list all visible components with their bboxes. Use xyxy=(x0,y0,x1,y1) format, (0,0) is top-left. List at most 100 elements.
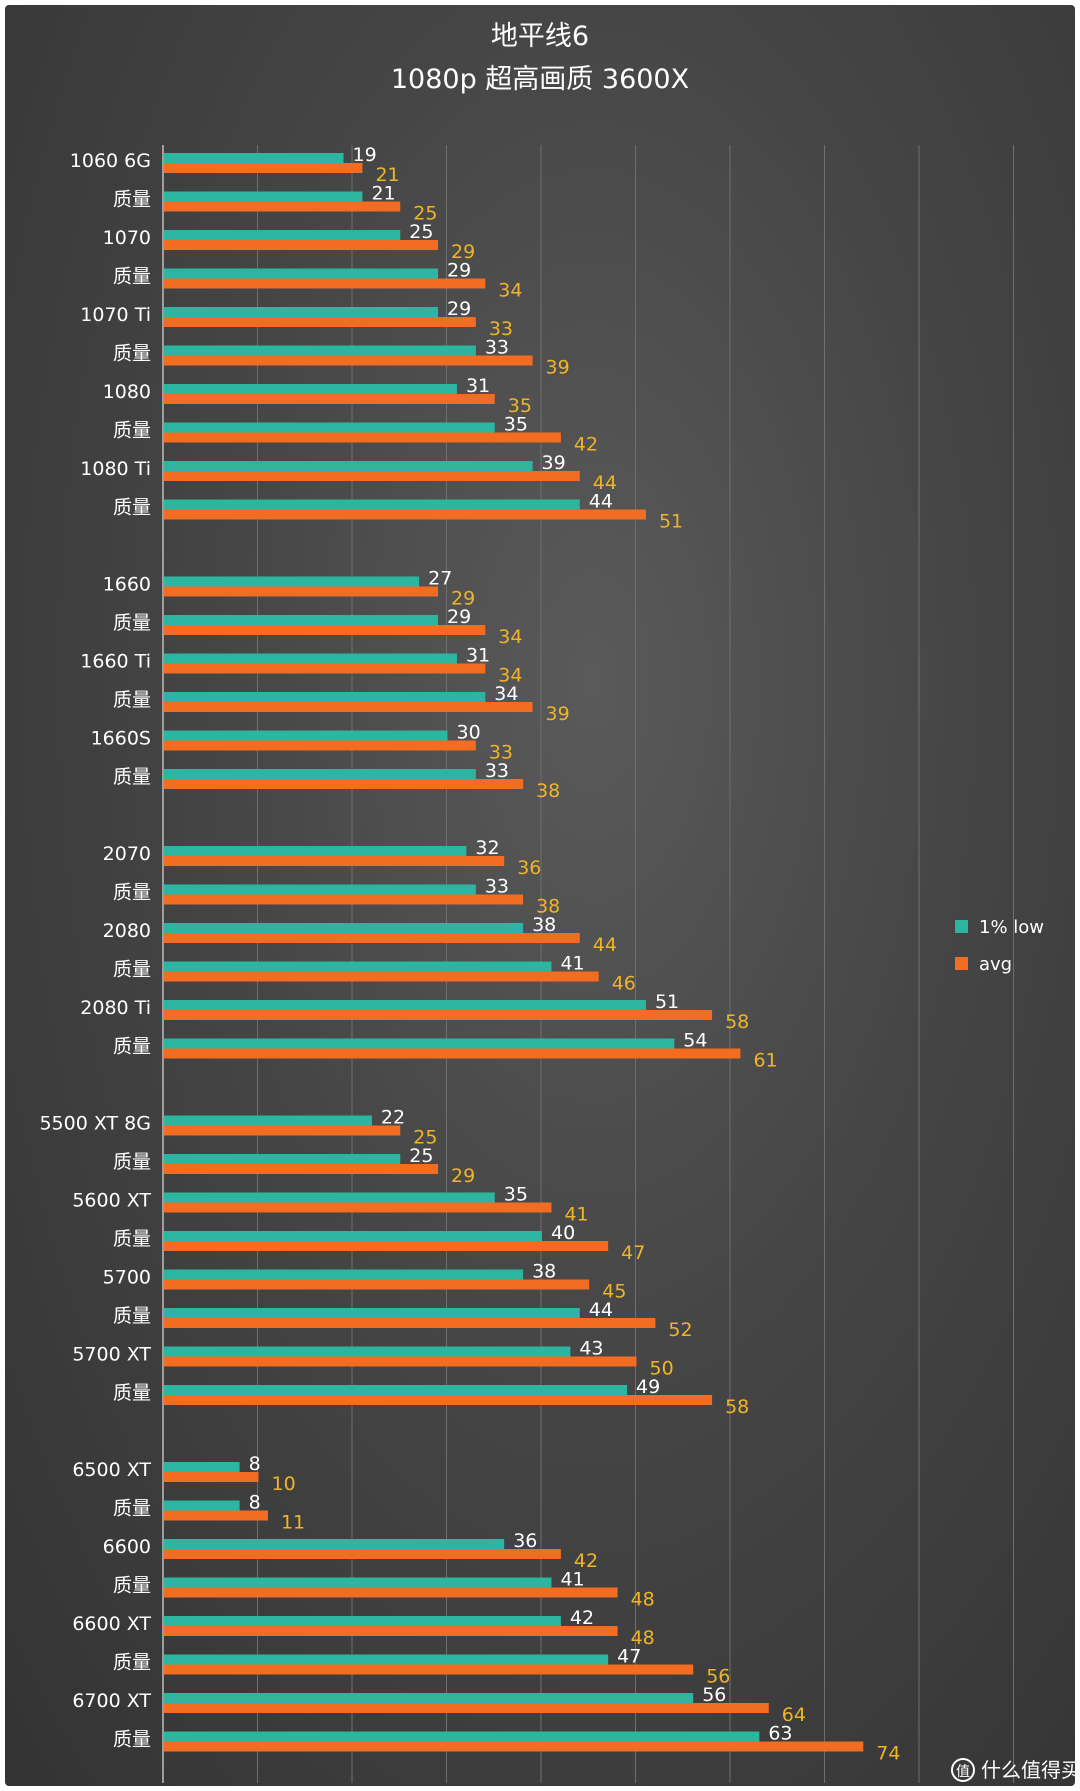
data-label-1pct-low: 19 xyxy=(353,144,377,166)
bar-1pct-low xyxy=(164,1462,240,1472)
bar-avg xyxy=(164,894,524,905)
category-label: 质量 xyxy=(113,1305,151,1327)
data-label-1pct-low: 38 xyxy=(532,914,556,936)
bar-avg xyxy=(164,278,486,289)
bar-avg xyxy=(164,779,524,789)
data-label-avg: 45 xyxy=(602,1281,626,1303)
category-label: 质量 xyxy=(113,1575,151,1597)
data-label-1pct-low: 51 xyxy=(655,991,679,1013)
data-label-avg: 38 xyxy=(536,780,560,802)
legend: 1% low avg xyxy=(955,917,1044,975)
bar-1pct-low xyxy=(164,1500,240,1511)
bar-avg xyxy=(164,1510,268,1521)
data-label-avg: 29 xyxy=(451,241,475,263)
bar-1pct-low xyxy=(164,961,552,972)
bar-avg xyxy=(164,971,599,982)
bar-1pct-low xyxy=(164,1577,552,1588)
legend-label-1pct-low: 1% low xyxy=(979,917,1044,938)
bar-avg xyxy=(164,1048,741,1059)
data-label-1pct-low: 41 xyxy=(560,953,584,975)
bar-1pct-low xyxy=(164,653,457,664)
category-label: 6700 XT xyxy=(72,1690,151,1712)
watermark-logo-glyph: 值 xyxy=(956,1764,970,1780)
bar-avg xyxy=(164,1318,656,1328)
data-label-1pct-low: 25 xyxy=(409,1145,433,1167)
data-label-1pct-low: 38 xyxy=(532,1261,556,1283)
data-label-1pct-low: 43 xyxy=(579,1338,603,1360)
category-label: 1660S xyxy=(91,728,151,750)
category-label: 质量 xyxy=(113,1498,151,1520)
data-label-avg: 50 xyxy=(650,1358,674,1380)
category-label: 5500 XT 8G xyxy=(39,1113,151,1135)
data-label-avg: 25 xyxy=(413,1127,437,1149)
category-label: 1660 Ti xyxy=(80,651,151,673)
bar-avg xyxy=(164,201,401,212)
bar-1pct-low xyxy=(164,422,495,433)
category-label: 5600 XT xyxy=(72,1190,151,1212)
category-label: 6500 XT xyxy=(72,1459,151,1481)
bar-1pct-low xyxy=(164,1731,760,1742)
data-label-avg: 36 xyxy=(517,857,541,879)
watermark: 值 什么值得买 xyxy=(951,1758,1075,1782)
data-label-avg: 38 xyxy=(536,896,560,918)
bar-avg xyxy=(164,163,363,173)
legend-swatch-avg xyxy=(955,957,968,970)
bar-1pct-low xyxy=(164,153,344,163)
data-label-1pct-low: 33 xyxy=(485,337,509,359)
bar-1pct-low xyxy=(164,1654,609,1665)
bar-avg xyxy=(164,509,646,520)
gridlines xyxy=(162,145,1014,1783)
data-label-avg: 74 xyxy=(876,1743,900,1765)
bar-1pct-low xyxy=(164,499,580,510)
data-label-avg: 52 xyxy=(668,1319,692,1341)
bar-avg xyxy=(164,933,580,943)
bar-avg xyxy=(164,702,533,712)
data-label-avg: 48 xyxy=(631,1627,655,1649)
data-label-1pct-low: 29 xyxy=(447,298,471,320)
bar-1pct-low xyxy=(164,461,533,471)
data-label-avg: 44 xyxy=(593,934,617,956)
bar-1pct-low xyxy=(164,692,486,702)
category-label: 质量 xyxy=(113,266,151,288)
bar-1pct-low xyxy=(164,730,448,741)
chart-subtitle: 1080p 超高画质 3600X xyxy=(391,64,689,95)
data-label-avg: 56 xyxy=(706,1666,730,1688)
bar-1pct-low xyxy=(164,769,476,779)
bar-1pct-low xyxy=(164,1346,571,1357)
bar-1pct-low xyxy=(164,1269,524,1280)
category-label: 质量 xyxy=(113,189,151,211)
watermark-text: 什么值得买 xyxy=(981,1758,1075,1782)
data-label-avg: 39 xyxy=(546,357,570,379)
data-label-avg: 58 xyxy=(725,1011,749,1033)
bar-avg xyxy=(164,1626,618,1636)
data-label-1pct-low: 31 xyxy=(466,375,490,397)
data-label-avg: 25 xyxy=(413,203,437,225)
bar-1pct-low xyxy=(164,230,401,240)
data-label-avg: 51 xyxy=(659,511,683,533)
bar-1pct-low xyxy=(164,345,476,356)
bar-avg xyxy=(164,1356,637,1367)
bar-avg xyxy=(164,394,495,404)
category-label: 质量 xyxy=(113,882,151,904)
bar-avg xyxy=(164,1549,561,1559)
data-label-1pct-low: 35 xyxy=(504,1184,528,1206)
data-label-1pct-low: 32 xyxy=(475,837,499,859)
data-label-avg: 39 xyxy=(546,703,570,725)
bar-1pct-low xyxy=(164,1693,694,1703)
category-label: 质量 xyxy=(113,612,151,634)
category-label: 6600 XT xyxy=(72,1613,151,1635)
category-label: 1060 6G xyxy=(70,150,151,172)
legend-label-avg: avg xyxy=(979,954,1012,975)
bar-avg xyxy=(164,740,476,751)
bar-avg xyxy=(164,1279,590,1290)
category-label: 质量 xyxy=(113,1151,151,1173)
category-label: 1070 Ti xyxy=(80,304,151,326)
bars xyxy=(164,153,864,1752)
data-label-1pct-low: 34 xyxy=(494,683,518,705)
bar-avg xyxy=(164,625,486,635)
data-label-1pct-low: 49 xyxy=(636,1376,660,1398)
data-label-1pct-low: 21 xyxy=(371,183,395,205)
data-label-1pct-low: 42 xyxy=(570,1607,594,1629)
bar-1pct-low xyxy=(164,1385,628,1395)
data-label-1pct-low: 56 xyxy=(702,1684,726,1706)
